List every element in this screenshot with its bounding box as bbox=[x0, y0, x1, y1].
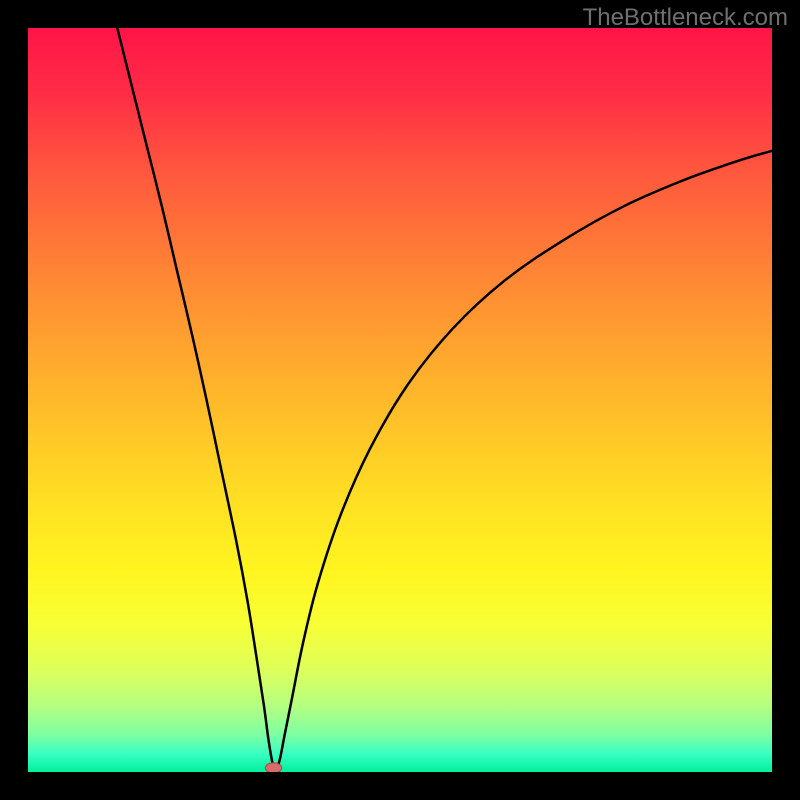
watermark-text: TheBottleneck.com bbox=[583, 4, 788, 32]
plot-area bbox=[28, 28, 772, 772]
minimum-marker bbox=[265, 763, 281, 772]
curve-left-branch bbox=[117, 28, 275, 772]
chart-outer-frame: TheBottleneck.com bbox=[0, 0, 800, 800]
curve-right-branch bbox=[275, 151, 772, 772]
bottleneck-curve bbox=[28, 28, 772, 772]
